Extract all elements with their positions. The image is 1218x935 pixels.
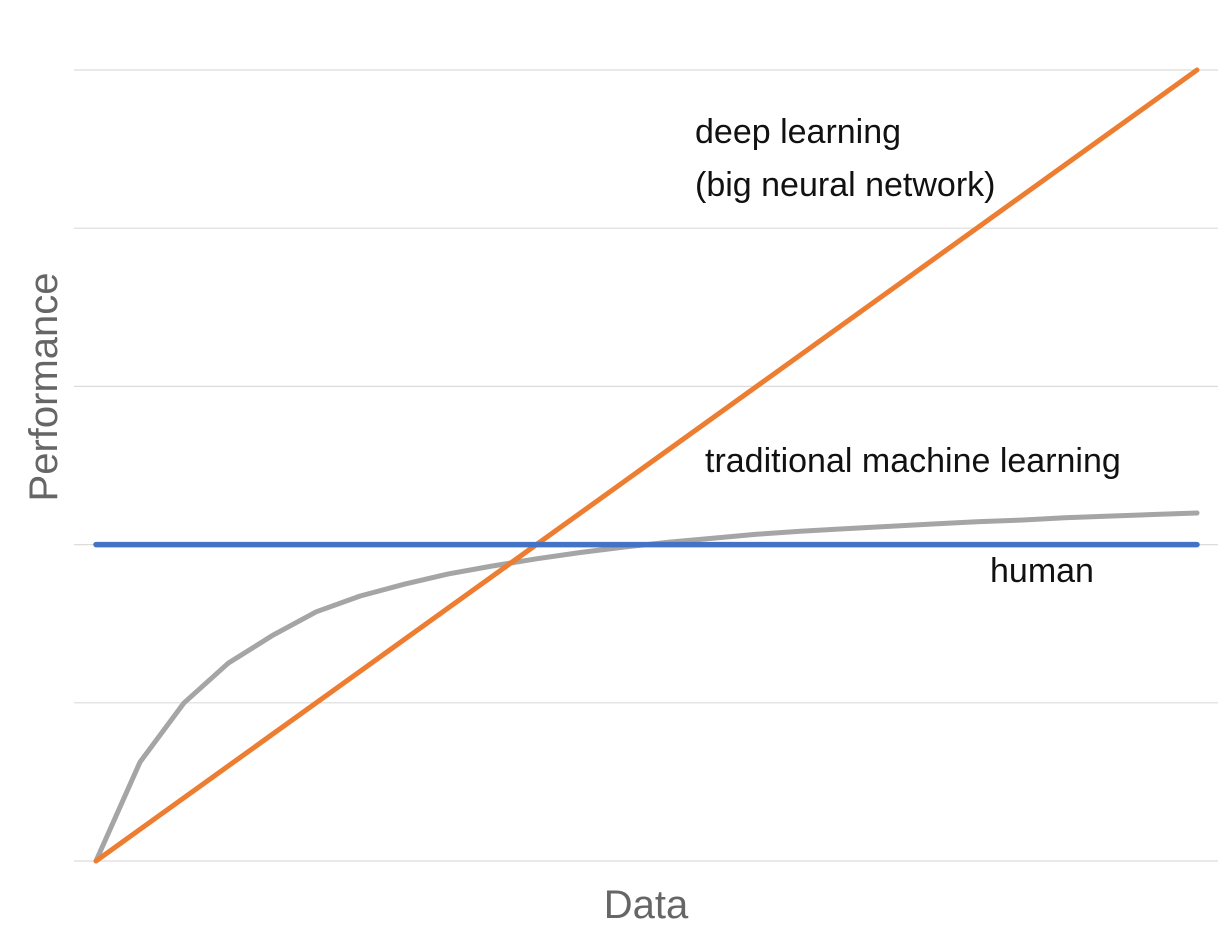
deep-learning-line [93, 67, 1200, 864]
series-annotations: deep learning (big neural network) tradi… [695, 113, 1121, 590]
traditional-ml-label: traditional machine learning [705, 442, 1121, 480]
x-axis-title: Data [604, 883, 689, 927]
series-lines [93, 67, 1200, 864]
deep-learning-label-line2: (big neural network) [695, 166, 995, 204]
human-label: human [990, 552, 1094, 590]
deep-learning-label-line1: deep learning [695, 113, 901, 151]
y-axis-title: Performance [22, 273, 66, 502]
